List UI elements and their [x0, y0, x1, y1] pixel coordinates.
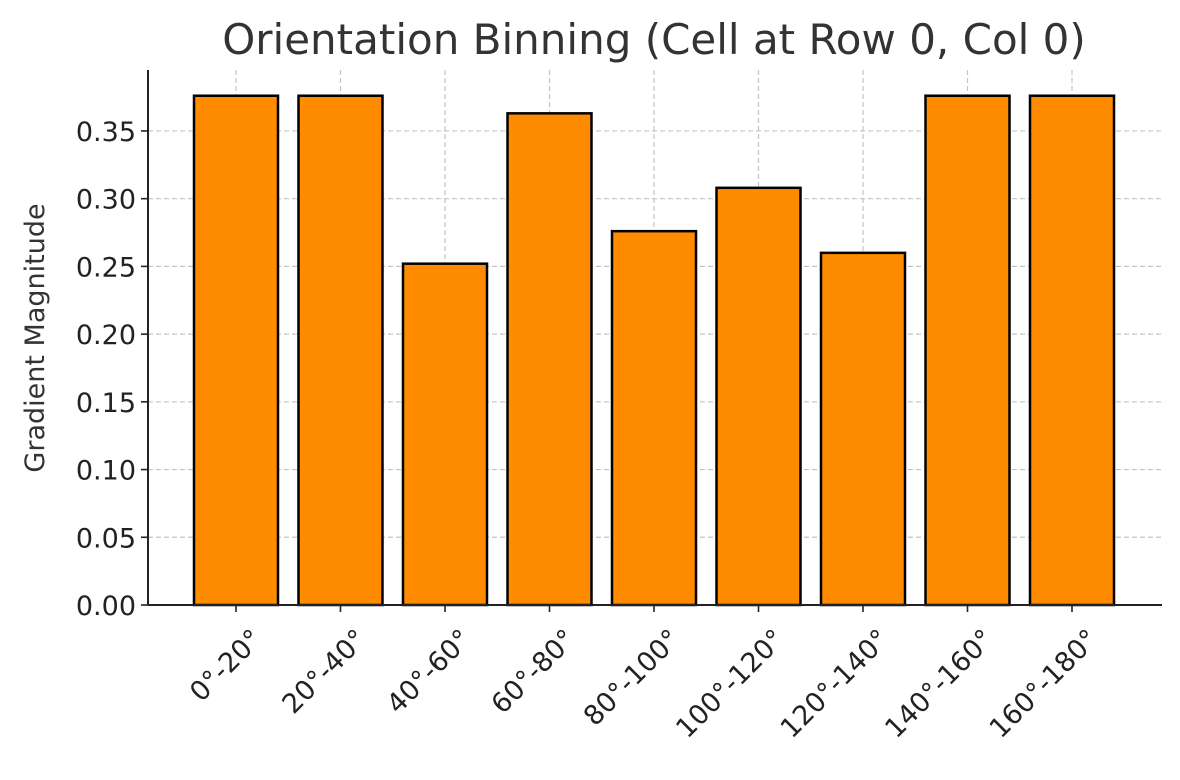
- x-tick-label: 100°-120°: [670, 624, 791, 745]
- x-tick-label: 20°-40°: [277, 624, 373, 720]
- x-tick-label: 40°-60°: [381, 624, 477, 720]
- y-tick-label: 0.10: [76, 456, 136, 487]
- bar-5: [715, 186, 802, 607]
- y-tick-label: 0.15: [76, 388, 136, 419]
- bar-0: [192, 94, 280, 607]
- x-tick-label: 60°-80°: [486, 624, 582, 720]
- x-tick-label: 0°-20°: [184, 624, 268, 708]
- bars: [192, 94, 1116, 607]
- y-axis-label: Gradient Magnitude: [20, 203, 51, 472]
- bar-2: [401, 262, 489, 607]
- y-tick-label: 0.30: [76, 185, 136, 216]
- bar-4: [610, 229, 698, 607]
- x-tick-label: 140°-160°: [879, 624, 1000, 745]
- axes: [141, 70, 1162, 612]
- y-tick-label: 0.20: [76, 320, 136, 351]
- chart-title: Orientation Binning (Cell at Row 0, Col …: [222, 15, 1086, 64]
- y-tick-label: 0.00: [76, 591, 136, 622]
- x-tick-label: 120°-140°: [775, 624, 896, 745]
- bar-6: [819, 251, 907, 607]
- x-tick-labels: 0°-20° 20°-40° 40°-60° 60°-80°80°-100°100°-…: [184, 624, 1104, 745]
- bar-7: [924, 94, 1011, 607]
- y-tick-label: 0.35: [76, 117, 136, 148]
- x-tick-label: 80°-100°: [578, 624, 687, 733]
- y-tick-label: 0.25: [76, 252, 136, 283]
- bar-1: [297, 94, 384, 607]
- x-tick-label: 160°-180°: [984, 624, 1105, 745]
- bar-3: [506, 112, 593, 607]
- y-tick-labels: 0.00 0.05 0.10 0.15 0.20 0.25 0.30 0.35: [76, 117, 136, 622]
- bar-8: [1028, 94, 1116, 607]
- y-tick-label: 0.05: [76, 523, 136, 554]
